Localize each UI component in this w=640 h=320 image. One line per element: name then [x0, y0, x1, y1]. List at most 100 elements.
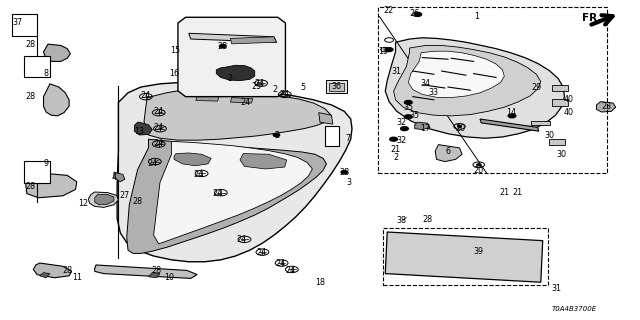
Bar — [383, 228, 548, 285]
Text: 17: 17 — [420, 124, 431, 133]
Text: 15: 15 — [170, 46, 180, 55]
Bar — [326, 80, 347, 93]
Text: 21: 21 — [499, 188, 509, 197]
Text: 31: 31 — [552, 284, 562, 293]
Text: 19: 19 — [378, 47, 388, 56]
Text: 6: 6 — [445, 148, 451, 156]
Text: 21: 21 — [512, 188, 522, 197]
Text: 14: 14 — [506, 108, 516, 117]
Text: FR.: FR. — [582, 12, 602, 23]
Polygon shape — [148, 273, 160, 278]
Text: 10: 10 — [164, 273, 175, 282]
Text: 24: 24 — [147, 159, 157, 168]
Polygon shape — [230, 37, 276, 44]
Text: 24: 24 — [141, 92, 151, 100]
Text: 24: 24 — [154, 108, 164, 116]
Text: 13: 13 — [134, 127, 145, 136]
Text: 25: 25 — [251, 82, 261, 91]
Bar — [12, 14, 37, 36]
Text: 30: 30 — [544, 131, 554, 140]
Text: 12: 12 — [78, 199, 88, 208]
Polygon shape — [95, 265, 197, 278]
Circle shape — [508, 114, 516, 118]
Text: 35: 35 — [410, 111, 420, 120]
Text: 38: 38 — [397, 216, 407, 225]
Circle shape — [273, 133, 280, 137]
Text: 18: 18 — [315, 278, 325, 287]
Text: 37: 37 — [13, 18, 23, 27]
Polygon shape — [44, 44, 70, 61]
Text: 7: 7 — [345, 134, 350, 143]
Polygon shape — [134, 122, 152, 135]
Text: 9: 9 — [44, 159, 49, 168]
Text: 1: 1 — [474, 12, 479, 21]
Text: 24: 24 — [241, 98, 251, 107]
Text: 23: 23 — [602, 102, 612, 111]
Text: 28: 28 — [422, 215, 433, 224]
Text: 35: 35 — [403, 103, 413, 112]
Polygon shape — [480, 119, 539, 131]
Text: 24: 24 — [154, 140, 164, 148]
Text: 8: 8 — [44, 69, 49, 78]
Text: 3: 3 — [346, 178, 351, 187]
Polygon shape — [189, 33, 276, 42]
Text: 34: 34 — [420, 79, 431, 88]
Text: 28: 28 — [26, 40, 36, 49]
Polygon shape — [44, 84, 69, 116]
FancyBboxPatch shape — [549, 139, 565, 145]
Polygon shape — [319, 113, 333, 124]
Text: 11: 11 — [72, 273, 82, 282]
Circle shape — [220, 44, 226, 48]
Bar — [378, 7, 607, 173]
Polygon shape — [385, 38, 564, 138]
Polygon shape — [144, 89, 332, 140]
Text: 27: 27 — [120, 191, 130, 200]
Bar — [325, 126, 339, 146]
Text: 4: 4 — [111, 173, 116, 182]
Polygon shape — [596, 102, 616, 112]
Text: 22: 22 — [383, 6, 394, 15]
Polygon shape — [415, 122, 430, 130]
Text: 21: 21 — [390, 145, 401, 154]
Text: 33: 33 — [429, 88, 439, 97]
Polygon shape — [394, 45, 541, 116]
Text: 28: 28 — [218, 42, 228, 51]
Bar — [329, 83, 344, 91]
Text: 24: 24 — [154, 124, 164, 132]
FancyBboxPatch shape — [552, 99, 568, 106]
Text: 28: 28 — [339, 168, 349, 177]
Polygon shape — [240, 154, 287, 169]
Polygon shape — [435, 145, 462, 162]
Text: 30: 30 — [557, 150, 567, 159]
Text: 28: 28 — [132, 197, 143, 206]
Text: 28: 28 — [152, 266, 162, 275]
Polygon shape — [127, 139, 326, 253]
Polygon shape — [40, 273, 50, 278]
Polygon shape — [385, 232, 543, 282]
Text: 24: 24 — [237, 236, 247, 244]
Text: 39: 39 — [474, 247, 484, 256]
Text: 2: 2 — [393, 153, 398, 162]
Text: 5: 5 — [301, 84, 306, 92]
Text: T0A4B3700E: T0A4B3700E — [552, 306, 597, 312]
Text: 40: 40 — [563, 108, 573, 117]
Text: 24: 24 — [212, 189, 223, 198]
Text: 36: 36 — [331, 82, 341, 91]
Polygon shape — [114, 172, 125, 182]
Polygon shape — [174, 153, 211, 166]
Polygon shape — [216, 65, 255, 81]
Circle shape — [390, 137, 397, 141]
Polygon shape — [117, 83, 352, 262]
Text: 28: 28 — [62, 266, 72, 275]
Text: 40: 40 — [563, 95, 573, 104]
Circle shape — [404, 115, 412, 119]
Circle shape — [385, 48, 393, 52]
Polygon shape — [26, 172, 77, 198]
Text: 24: 24 — [256, 248, 266, 257]
Text: 24: 24 — [279, 90, 289, 99]
Text: 20: 20 — [474, 166, 484, 175]
Text: 2: 2 — [275, 132, 280, 140]
Text: 28: 28 — [26, 92, 36, 101]
Polygon shape — [154, 141, 312, 244]
Text: 24: 24 — [255, 79, 265, 88]
